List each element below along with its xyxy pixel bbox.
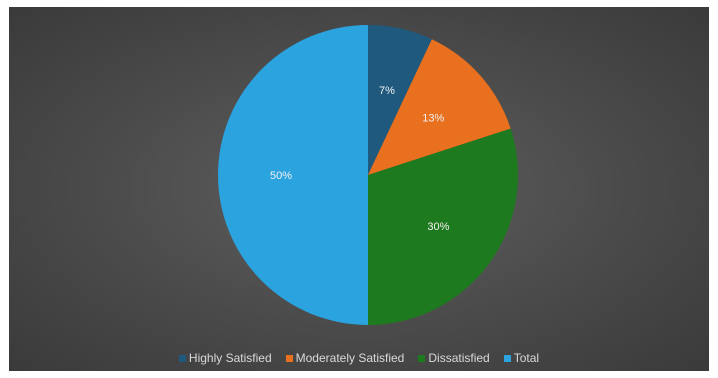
legend-swatch-total [503, 354, 511, 362]
pie-slice-total [218, 25, 368, 325]
legend-item-dissatisfied: Dissatisfied [418, 351, 490, 365]
legend-item-total: Total [503, 351, 540, 365]
data-label-moderately-satisfied: 13% [422, 112, 444, 124]
data-label-total: 50% [270, 170, 292, 182]
legend-label-dissatisfied: Dissatisfied [428, 351, 490, 365]
legend-item-highly-satisfied: Highly Satisfied [178, 351, 272, 365]
legend-label-total: Total [513, 351, 540, 365]
pie-chart: 7% 13% 30% 50% [218, 25, 518, 325]
chart-area: 7% 13% 30% 50% Highly Satisfied Moderately … [9, 7, 709, 371]
legend-swatch-dissatisfied [418, 354, 426, 362]
data-label-dissatisfied: 30% [427, 221, 449, 233]
legend-swatch-moderately-satisfied [285, 354, 293, 362]
legend-label-moderately-satisfied: Moderately Satisfied [295, 351, 405, 365]
legend-label-highly-satisfied: Highly Satisfied [188, 351, 272, 365]
pie-slice-dissatisfied [368, 128, 518, 325]
legend-item-moderately-satisfied: Moderately Satisfied [285, 351, 405, 365]
data-label-highly-satisfied: 7% [379, 85, 395, 97]
pie-slice-highly-satisfied [368, 25, 432, 175]
legend-swatch-highly-satisfied [178, 354, 186, 362]
pie-slice-moderately-satisfied [368, 39, 511, 176]
chart-legend: Highly Satisfied Moderately Satisfied Di… [9, 351, 709, 365]
